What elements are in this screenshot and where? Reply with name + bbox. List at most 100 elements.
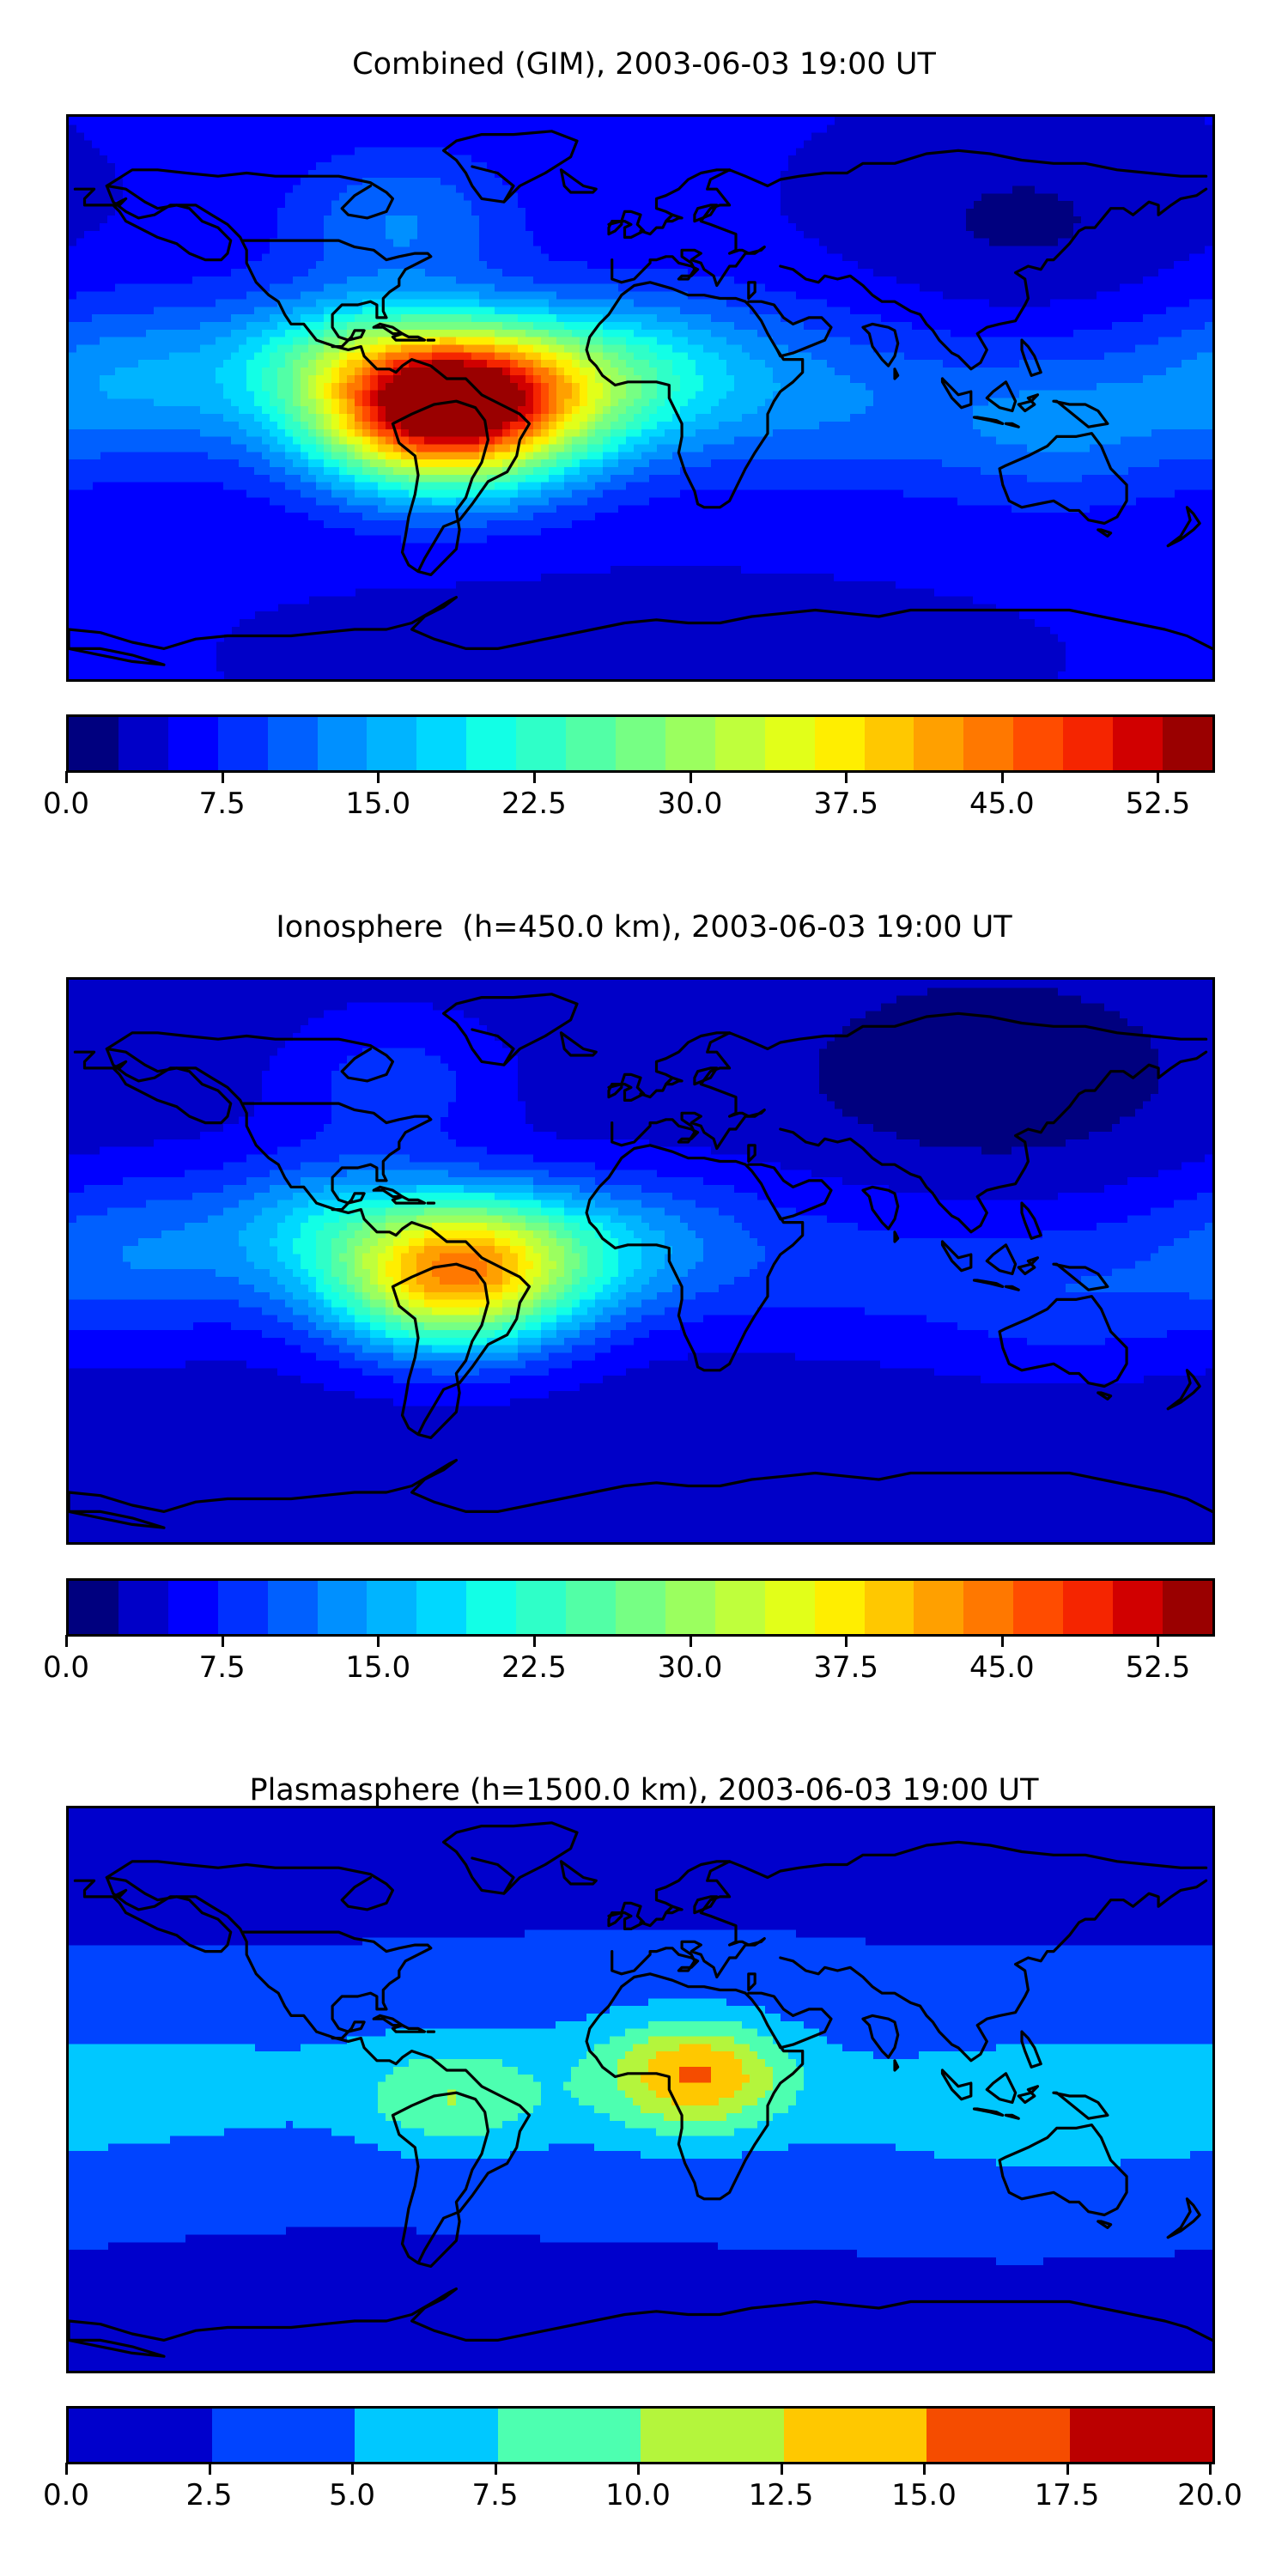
coastline-path [607,1911,623,1928]
coastline-path [665,1905,683,1915]
colorbar-band [963,1581,1014,1634]
contour-band [69,117,1212,679]
colorbar-band [566,717,616,770]
coastline-path [665,1076,683,1086]
coastline-path [985,380,1018,413]
contour-band [69,1048,1212,1383]
contour-band [432,1253,487,1285]
colorbar-band [1013,1581,1064,1634]
coastline-path [607,1901,646,1930]
colorbar-tick-label: 7.5 [471,2478,519,2512]
coastline-path [69,2287,1212,2342]
colorbar-tick-mark [1157,1635,1160,1647]
coastline-path [693,1895,719,1915]
coastline-path [1017,1256,1040,1276]
coastlines [69,1821,1212,2358]
colorbar-tick-mark [1000,1635,1004,1647]
colorbar-band [665,1581,715,1634]
colorbar-tick-label: 10.0 [605,2478,671,2512]
coastline-path [69,1510,166,1529]
coastline-path [559,168,598,194]
contour-band [679,2066,711,2083]
coastline-path [747,1163,833,1221]
colorbar-band [615,717,665,770]
coastline-path [972,1279,1005,1288]
coastline-path [1052,2091,1109,2120]
colorbar-gradient-plasmasphere [69,2409,1212,2462]
colorbar-tick-label: 20.0 [1177,2478,1242,2512]
colorbar-tick-mark [1066,2463,1069,2475]
coastline-path [1020,1201,1042,1240]
colorbar-band [69,717,118,770]
coastline-path [105,1031,394,1083]
colorbar-band [1013,717,1064,770]
colorbar-band [118,1581,168,1634]
contour-band [216,299,734,506]
coastline-path [241,1930,433,2040]
colorbar-band [1113,1581,1163,1634]
coastline-path [69,1459,1212,1513]
colorbar-gradient-ionosphere [69,1581,1212,1634]
contour-band [293,1192,618,1346]
colorbar-band [516,717,567,770]
coastline-path [1166,506,1201,548]
map-contour-surface [69,980,1212,1542]
colorbar-tick-label: 45.0 [969,1650,1035,1685]
colorbar-tick-mark [65,2463,68,2475]
contour-band [69,1002,1212,1406]
colorbar-band [764,717,815,770]
contour-band [123,1170,703,1361]
coastline-path [372,2014,404,2027]
coastline-path [442,1821,579,1895]
coastline-path [105,1047,532,1439]
colorbar-tick-mark [65,1635,68,1647]
colorbar-tick-mark [65,771,68,783]
colorbar-tick-label: 30.0 [657,787,723,821]
contour-band [447,2036,773,2121]
coastline-path [1004,422,1020,428]
colorbar-band [167,717,218,770]
coastline-path [1004,1285,1020,1291]
colorbar-band [167,1581,218,1634]
coastlines [69,993,1212,1529]
colorbar-band [814,717,865,770]
colorbar-band [367,1581,417,1634]
colorbar-tick-label: 5.0 [328,2478,376,2512]
colorbar-band [714,717,765,770]
colorbar-band [267,1581,318,1634]
colorbar-tick-mark [221,771,224,783]
coastline-path [639,168,732,236]
colorbar-band [497,2409,641,2462]
colorbar-band [317,1581,368,1634]
colorbar-tick-mark [377,1635,380,1647]
colorbar-tick-label: 37.5 [813,787,879,821]
colorbar-band [1069,2409,1212,2462]
coastline-path [861,2014,900,2059]
coastline-path [893,368,900,380]
colorbar-band [355,2409,498,2462]
coastline-path [585,1972,805,2201]
map-plasmasphere [66,1806,1215,2373]
coastlines [69,130,1212,666]
coastline-path [1020,2030,1042,2069]
colorbar-tick-label: 15.0 [345,1650,411,1685]
coastline-path [893,2059,900,2072]
coastline-path [585,1144,805,1372]
colorbar-band [267,717,318,770]
coastline-path [747,281,756,301]
contour-band [69,1154,1212,1376]
coastline-path [69,2338,166,2358]
colorbar-band [783,2409,927,2462]
colorbar-ticks-ionosphere: 0.0 7.5 15.0 22.5 30.0 37.5 45.0 52.5 [43,1635,1210,1686]
colorbar-combined-gim [66,714,1215,773]
coastline-path [607,1083,623,1099]
coastline-path [442,130,579,204]
coastline-path [693,204,719,223]
colorbar-tick-mark [845,771,848,783]
contour-band [378,360,526,437]
colorbar-band [914,717,964,770]
coastline-path [972,2107,1005,2117]
colorbar-plasmasphere [66,2406,1215,2464]
colorbar-band [217,717,268,770]
